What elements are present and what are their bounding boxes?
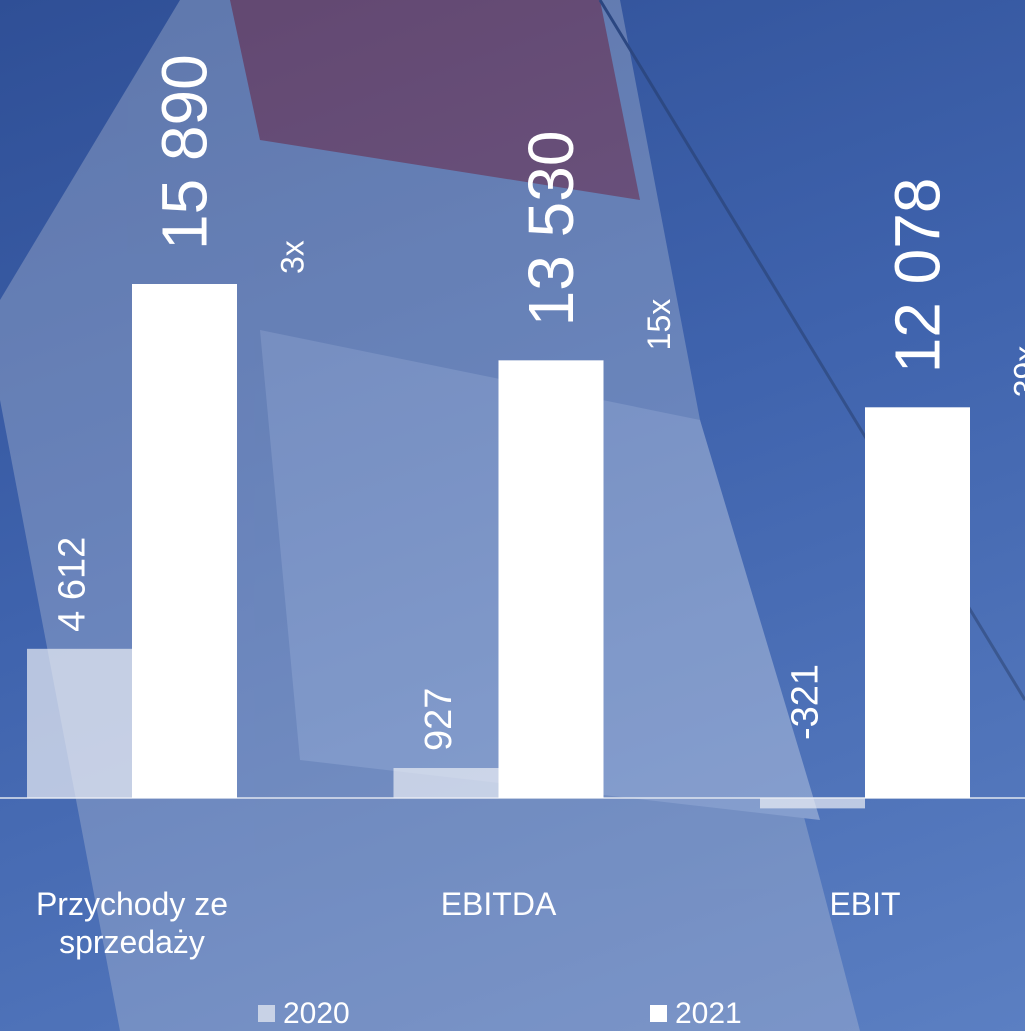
legend-swatch [650, 1005, 667, 1022]
x-tick-label: EBITDA [369, 885, 629, 923]
bar [760, 798, 865, 808]
bar [394, 768, 499, 798]
multiplier: 3x [274, 240, 310, 274]
bar [132, 284, 237, 798]
multiplier: 15x [641, 299, 677, 351]
value-label: 13 530 [515, 131, 587, 327]
x-tick-label: EBIT [735, 885, 995, 923]
bar [865, 407, 970, 798]
bar [27, 649, 132, 798]
x-tick-label: Przychody ze sprzedaży [17, 885, 247, 961]
multiplier: 39x [1007, 346, 1025, 398]
value-label: -321 [785, 664, 827, 740]
legend-swatch [258, 1005, 275, 1022]
chart: 4 612 15 890 3x 927 13 530 15x -321 12 078 39x 20… [0, 0, 1025, 1031]
bar [499, 360, 604, 798]
value-label: 12 078 [881, 178, 953, 374]
value-label: 927 [418, 688, 460, 751]
legend-label: 2021 [675, 997, 742, 1030]
value-label: 15 890 [148, 54, 220, 250]
slide: 4 612 15 890 3x 927 13 530 15x -321 12 078 39x 20… [0, 0, 1025, 1031]
legend-label: 2020 [283, 997, 350, 1030]
value-label: 4 612 [52, 537, 94, 632]
